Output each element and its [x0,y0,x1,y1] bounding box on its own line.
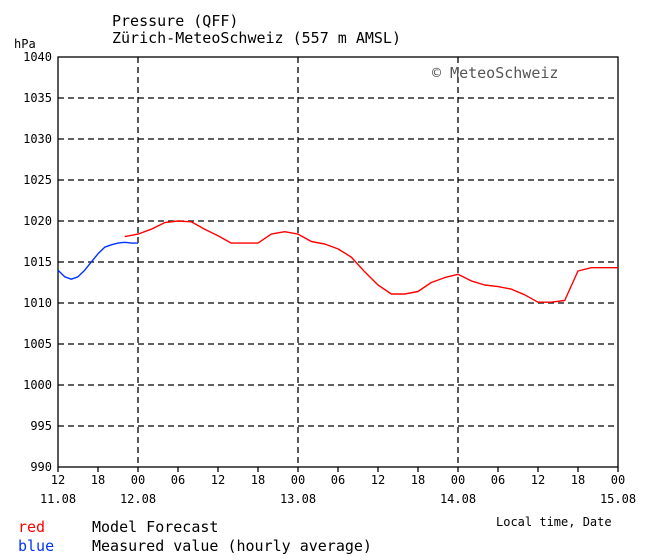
x-tick-label: 18 [91,473,105,487]
x-tick-label: 12 [211,473,225,487]
y-tick-label: 1035 [23,91,52,105]
y-tick-label: 995 [30,419,52,433]
y-tick-label: 990 [30,460,52,474]
legend-red-key: red [18,518,46,536]
legend-blue-text: Measured value (hourly average) [92,537,372,555]
y-tick-label: 1000 [23,378,52,392]
x-axis-note: Local time, Date [496,515,612,529]
x-tick-label: 06 [491,473,505,487]
x-tick-label: 18 [411,473,425,487]
y-tick-label: 1010 [23,296,52,310]
x-tick-label: 18 [251,473,265,487]
measured-series-line [57,241,138,280]
forecast-series-line [124,220,618,303]
y-unit-label: hPa [14,37,36,51]
x-tick-label: 12 [51,473,65,487]
x-tick-label: 00 [131,473,145,487]
y-tick-label: 1025 [23,173,52,187]
date-label: 14.08 [440,492,476,506]
chart-title: Pressure (QFF) [112,12,239,30]
chart-subtitle: Zürich-MeteoSchweiz (557 m AMSL) [112,29,401,47]
y-tick-label: 1020 [23,214,52,228]
legend-blue-key: blue [18,537,55,555]
x-tick-label: 18 [571,473,585,487]
copyright-label: © MeteoSchweiz [432,64,559,82]
y-tick-label: 1040 [23,50,52,64]
date-label: 11.08 [40,492,76,506]
date-label: 13.08 [280,492,316,506]
date-label: 12.08 [120,492,156,506]
date-label: 15.08 [600,492,636,506]
x-tick-label: 12 [531,473,545,487]
y-tick-label: 1030 [23,132,52,146]
x-tick-label: 00 [451,473,465,487]
y-tick-label: 1005 [23,337,52,351]
x-tick-label: 12 [371,473,385,487]
x-tick-label: 06 [331,473,345,487]
x-tick-label: 00 [291,473,305,487]
y-tick-label: 1015 [23,255,52,269]
legend-red-text: Model Forecast [92,518,219,536]
x-tick-label: 00 [611,473,625,487]
x-tick-label: 06 [171,473,185,487]
